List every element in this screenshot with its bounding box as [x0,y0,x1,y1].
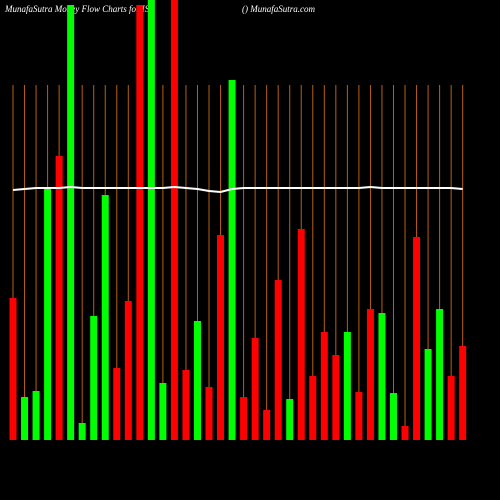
bar [286,399,294,440]
bar [170,0,178,440]
bar [459,346,467,440]
chart-subtitle: () MunafaSutra.com [242,4,315,14]
bar [320,332,328,440]
bar [274,280,282,440]
bar [263,410,271,440]
bar [67,5,75,440]
bar [182,370,190,440]
bar [90,316,98,440]
bar [124,301,132,440]
bar [366,309,374,440]
bar [240,397,248,440]
bar [251,338,259,440]
bar [21,397,29,440]
bar [389,393,397,440]
bar [147,0,155,440]
bar [44,188,52,440]
bar [355,392,363,440]
chart-title: MunafaSutra Money Flow Charts for ISI [4,4,153,14]
bar [193,321,201,440]
bar [424,349,432,440]
bar [436,309,444,440]
bar [159,383,167,440]
bar [447,376,455,440]
bar [136,5,144,440]
bar [332,355,340,440]
bar [32,391,40,440]
bar [9,298,17,440]
bar [113,368,121,440]
bar [205,387,213,440]
bar [78,423,86,440]
bar [401,426,409,440]
bar [101,195,109,440]
bar [378,313,386,440]
bar [217,235,225,440]
bar [413,237,421,440]
bar [343,332,351,440]
bar [55,156,63,440]
flow-line [12,185,463,194]
bar [309,376,317,440]
bar [228,80,236,440]
bar [297,229,305,440]
